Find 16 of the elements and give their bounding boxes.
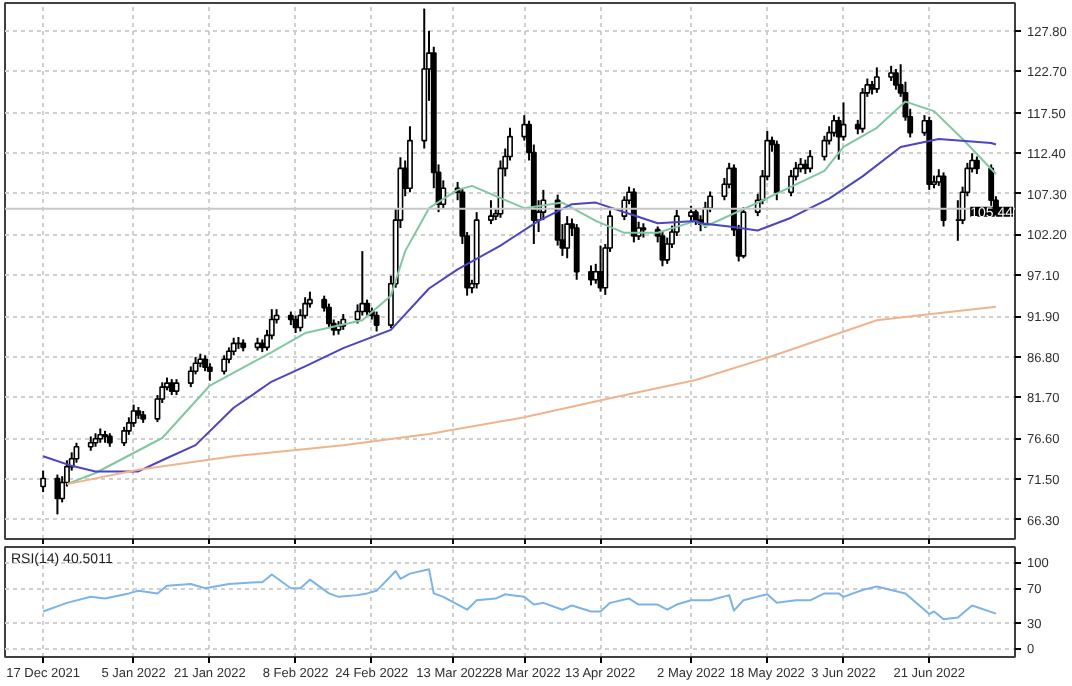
- candlestick: [573, 223, 580, 281]
- candlestick: [221, 354, 228, 376]
- candlestick: [821, 134, 828, 162]
- candlestick: [40, 469, 47, 494]
- candlestick: [807, 149, 814, 174]
- candlestick: [588, 264, 594, 287]
- candlestick: [488, 199, 494, 226]
- candlestick: [892, 68, 899, 91]
- candlestick: [407, 125, 413, 194]
- candlestick: [121, 425, 128, 447]
- candlestick: [326, 302, 332, 329]
- candlestick: [373, 310, 380, 333]
- line-series: [42, 568, 997, 621]
- candlestick: [54, 473, 61, 516]
- candlestick: [187, 365, 194, 389]
- candlestick: [773, 139, 780, 202]
